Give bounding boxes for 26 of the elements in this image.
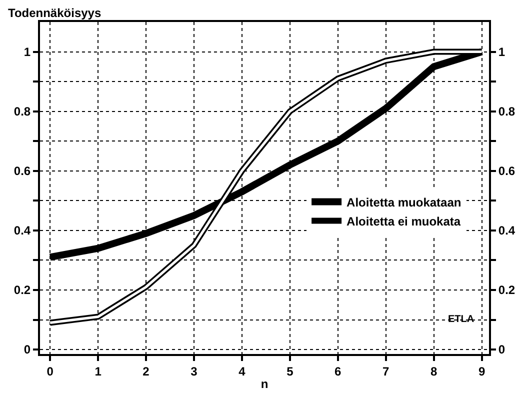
y-tick-label: 0.6 (14, 164, 31, 178)
legend-label: Aloitetta ei muokata (346, 214, 461, 228)
y2-tick-label: 1 (498, 44, 506, 59)
y2-tick-label: 0.4 (498, 224, 516, 238)
y-tick-label: 0.4 (14, 224, 31, 238)
x-tick-label: 7 (382, 364, 390, 378)
x-axis-title: n (260, 376, 268, 391)
y-tick-label: 1 (24, 44, 31, 59)
x-tick-label: 1 (94, 364, 102, 378)
x-tick-label: 4 (238, 364, 246, 378)
x-tick-label: 3 (190, 364, 198, 378)
legend-label: Aloitetta muokataan (346, 195, 462, 210)
x-tick-label: 6 (334, 364, 342, 378)
y-tick-label: 0.8 (14, 104, 31, 119)
y2-tick-label: 0.6 (498, 164, 516, 178)
y2-tick-label: 0.2 (498, 283, 516, 298)
x-tick-label: 8 (430, 364, 438, 378)
y-tick-label: 0 (24, 342, 31, 357)
x-tick-label: 0 (46, 364, 54, 378)
y-tick-label: 0.2 (14, 283, 31, 298)
y2-tick-label: 0.8 (498, 104, 516, 119)
x-tick-label: 2 (142, 364, 150, 378)
y2-tick-label: 0 (498, 342, 506, 357)
x-tick-label: 9 (478, 364, 486, 378)
x-tick-label: 5 (286, 364, 294, 378)
y-axis-title: Todennäköisyys (8, 6, 102, 20)
